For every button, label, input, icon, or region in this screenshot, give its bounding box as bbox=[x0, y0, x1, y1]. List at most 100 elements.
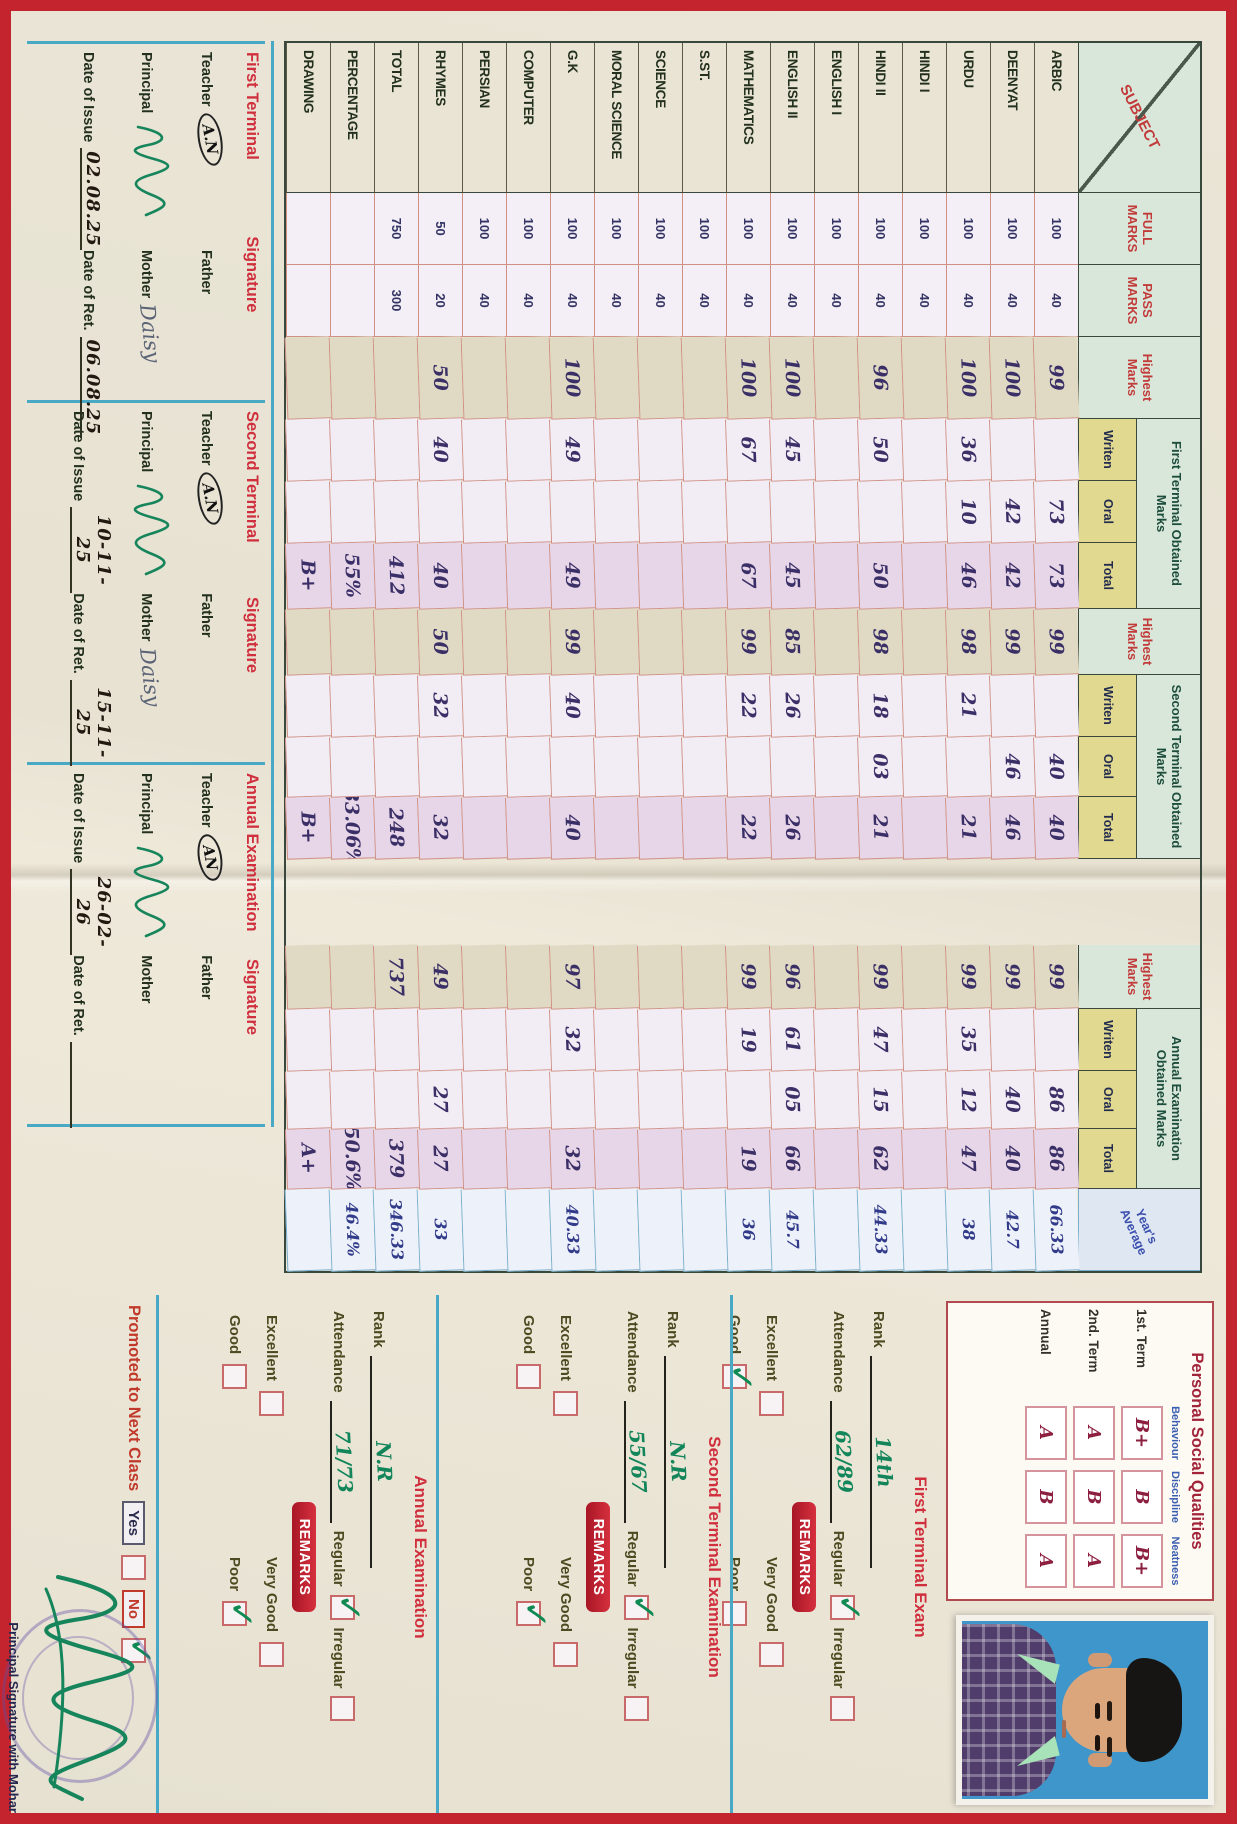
highest-1-value bbox=[636, 336, 684, 420]
oral-1-value bbox=[592, 480, 640, 544]
oral-header-1: Oral bbox=[1078, 481, 1136, 543]
highest-3-value bbox=[284, 944, 332, 1010]
section-divider bbox=[436, 1295, 439, 1813]
written-1-value: 67 bbox=[724, 418, 772, 482]
rank-label: Rank bbox=[870, 1311, 887, 1348]
total-1-value bbox=[592, 542, 640, 610]
father-label: Father bbox=[198, 955, 214, 1000]
written-2-value bbox=[328, 674, 376, 738]
regular-label: Regular bbox=[830, 1530, 847, 1587]
written-3-value bbox=[900, 1008, 948, 1072]
subject-name: TOTAL bbox=[374, 43, 418, 193]
oral-1-value bbox=[460, 480, 508, 544]
signature-label: Signature bbox=[243, 236, 261, 313]
years-average-value bbox=[636, 1188, 684, 1272]
principal-label: Principal bbox=[138, 773, 154, 835]
written-3-value bbox=[416, 1008, 464, 1072]
first-terminal-group-header: First Terminal Obtained Marks bbox=[1136, 419, 1200, 609]
subject-name: URDU bbox=[946, 43, 990, 193]
date-of-issue-value: 26-02-26 bbox=[70, 869, 114, 956]
oral-2-value bbox=[592, 736, 640, 798]
total-2-value: 21 bbox=[944, 796, 992, 860]
highest-3-value: 99 bbox=[988, 944, 1036, 1010]
written-2-value bbox=[284, 674, 332, 738]
oral-2-value bbox=[328, 736, 376, 798]
oral-3-value: 12 bbox=[945, 1070, 991, 1130]
teacher-signature: A.N bbox=[193, 469, 227, 526]
oral-1-value bbox=[548, 480, 596, 544]
years-average-value: 38 bbox=[944, 1188, 992, 1272]
principal-signature bbox=[133, 125, 170, 217]
total-3-value: 62 bbox=[856, 1128, 904, 1190]
subject-name: SCIENCE bbox=[638, 43, 682, 193]
date-of-ret-value bbox=[70, 1041, 72, 1128]
mother-label: Mother bbox=[138, 593, 154, 642]
written-2-value bbox=[592, 674, 640, 738]
highest-2-value bbox=[284, 608, 332, 676]
total-1-value: 67 bbox=[724, 542, 772, 610]
date-of-issue-label: Date of Issue bbox=[80, 52, 96, 143]
signature-block-title: Second Terminal bbox=[243, 411, 261, 543]
remark-option-label: Very Good bbox=[557, 1557, 574, 1633]
subject-header-cell: SUBJECT bbox=[1078, 43, 1200, 193]
oral-3-value: 40 bbox=[989, 1070, 1035, 1130]
psq-row-label: 1st. Term bbox=[1134, 1309, 1150, 1369]
oral-3-value bbox=[373, 1070, 419, 1130]
total-2-value: 46 bbox=[988, 796, 1036, 860]
written-2-value: 21 bbox=[944, 674, 992, 738]
written-3-value: 32 bbox=[548, 1008, 596, 1072]
highest-2-value bbox=[460, 608, 508, 676]
teacher-signature: AN bbox=[194, 831, 226, 883]
written-1-value bbox=[636, 418, 684, 482]
full-marks-value: 100 bbox=[770, 193, 814, 265]
oral-2-value bbox=[900, 736, 948, 798]
years-average-value bbox=[592, 1188, 640, 1272]
remark-option-label: Poor bbox=[520, 1557, 537, 1592]
remarks-badge: REMARKS bbox=[792, 1502, 816, 1612]
total-2-value: 26 bbox=[768, 796, 816, 860]
total-1-value: 45 bbox=[768, 542, 816, 610]
subject-name: ENGLISH II bbox=[770, 43, 814, 193]
total-1-value: 49 bbox=[548, 542, 596, 610]
pass-marks-value: 40 bbox=[990, 265, 1034, 337]
total-1-value: B+ bbox=[284, 542, 332, 610]
highest-3-value: 737 bbox=[372, 944, 420, 1010]
total-2-value bbox=[592, 796, 640, 860]
total-1-value: 40 bbox=[416, 542, 464, 610]
highest-marks-header-1: Highest Marks bbox=[1078, 337, 1200, 419]
written-3-value bbox=[636, 1008, 684, 1072]
written-3-value bbox=[504, 1008, 552, 1072]
highest-3-value: 49 bbox=[416, 944, 464, 1010]
written-1-value bbox=[284, 418, 332, 482]
date-of-ret-label: Date of Ret. bbox=[80, 249, 96, 331]
years-average-value: 45.7 bbox=[768, 1188, 816, 1272]
total-2-value bbox=[812, 796, 860, 860]
highest-3-value bbox=[592, 944, 640, 1010]
highest-3-value bbox=[460, 944, 508, 1010]
remark-checkbox-very-good: ✓ bbox=[259, 1642, 284, 1668]
rank-value: N.R bbox=[664, 1440, 692, 1483]
oral-1-value bbox=[856, 480, 904, 544]
total-2-value: 248 bbox=[372, 796, 420, 860]
written-3-value bbox=[372, 1008, 420, 1072]
highest-3-value bbox=[900, 944, 948, 1010]
pass-marks-value: 40 bbox=[814, 265, 858, 337]
remark-checkbox-good: ✓ bbox=[222, 1364, 247, 1390]
written-1-value bbox=[328, 418, 376, 482]
attendance-value: 55/67 bbox=[624, 1429, 652, 1494]
oral-header-2: Oral bbox=[1078, 737, 1136, 797]
years-average-value bbox=[460, 1188, 508, 1272]
subject-name: RHYMES bbox=[418, 43, 462, 193]
years-average-value: 44.33 bbox=[856, 1188, 904, 1272]
exam-section: First Terminal Exam Rank 14th Attendance… bbox=[721, 1295, 936, 1813]
total-3-value: 66 bbox=[768, 1128, 816, 1190]
oral-2-value bbox=[416, 736, 464, 798]
written-3-value bbox=[328, 1008, 376, 1072]
principal-signature bbox=[133, 846, 170, 938]
pass-marks-value: 40 bbox=[1034, 265, 1078, 337]
oral-1-value: 10 bbox=[944, 480, 992, 544]
total-1-value bbox=[460, 542, 508, 610]
rank-value: N.R bbox=[370, 1440, 398, 1483]
written-1-value bbox=[372, 418, 420, 482]
exam-section: Second Terminal Examination Rank N.R Att… bbox=[436, 1295, 730, 1813]
